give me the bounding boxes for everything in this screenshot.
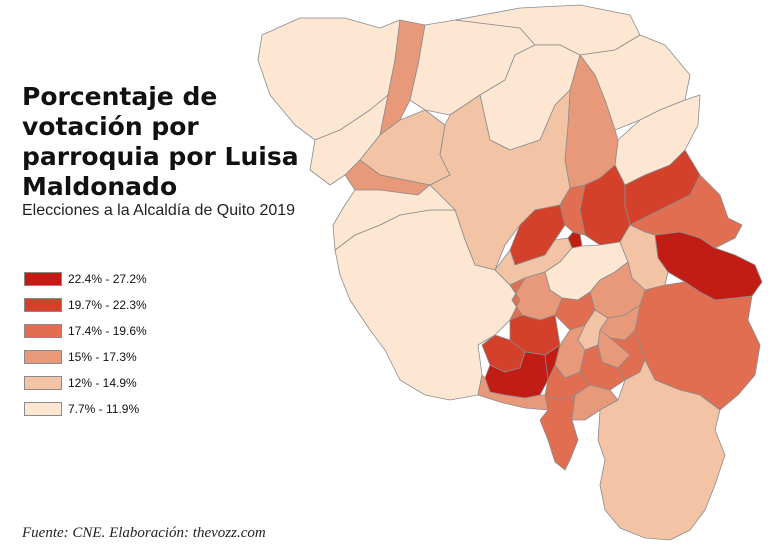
- legend-label: 22.4% - 27.2%: [68, 272, 147, 286]
- legend-swatch: [24, 272, 62, 286]
- parish-area[interactable]: [332, 184, 456, 251]
- parish-area[interactable]: [539, 394, 579, 471]
- legend-swatch: [24, 350, 62, 364]
- legend-item: 15% - 17.3%: [24, 344, 147, 370]
- map-title: Porcentaje de votación por parroquia por…: [22, 82, 299, 201]
- legend-label: 17.4% - 19.6%: [68, 324, 147, 338]
- parish-area[interactable]: [559, 184, 586, 236]
- legend-item: 22.4% - 27.2%: [24, 266, 147, 292]
- legend: 22.4% - 27.2% 19.7% - 22.3% 17.4% - 19.6…: [24, 266, 147, 422]
- legend-item: 17.4% - 19.6%: [24, 318, 147, 344]
- legend-swatch: [24, 324, 62, 338]
- parish-area[interactable]: [597, 359, 726, 541]
- legend-label: 15% - 17.3%: [68, 350, 137, 364]
- legend-swatch: [24, 402, 62, 416]
- legend-label: 19.7% - 22.3%: [68, 298, 147, 312]
- legend-item: 19.7% - 22.3%: [24, 292, 147, 318]
- source-credit: Fuente: CNE. Elaboración: thevozz.com: [22, 525, 266, 541]
- parish-area[interactable]: [629, 174, 743, 249]
- legend-swatch: [24, 298, 62, 312]
- legend-label: 12% - 14.9%: [68, 376, 137, 390]
- legend-swatch: [24, 376, 62, 390]
- map-subtitle: Elecciones a la Alcaldía de Quito 2019: [22, 202, 296, 219]
- legend-item: 12% - 14.9%: [24, 370, 147, 396]
- parish-area[interactable]: [477, 374, 561, 411]
- legend-label: 7.7% - 11.9%: [68, 402, 140, 416]
- legend-item: 7.7% - 11.9%: [24, 396, 147, 422]
